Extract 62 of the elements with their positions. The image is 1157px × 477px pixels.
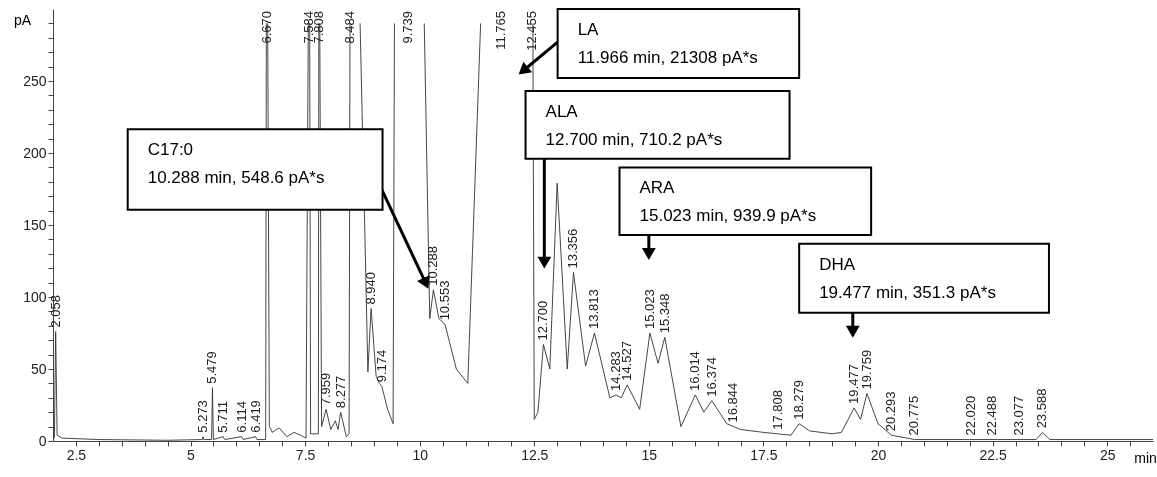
annotation: 13.813	[586, 289, 602, 329]
annotation: 7.584	[300, 11, 316, 44]
annotation: 12.700	[535, 300, 551, 341]
annotation: 6.114	[233, 401, 249, 433]
y-tick-label: 50	[30, 360, 47, 377]
y-tick-label: 250	[23, 72, 47, 89]
annotation: 6.419	[247, 400, 263, 433]
x-tick-label: 5	[187, 446, 196, 463]
annotation: 8.940	[363, 271, 379, 305]
x-tick-label: 22.5	[979, 446, 1007, 463]
annotation: 5.273	[195, 400, 211, 433]
x-tick-label: 12.5	[521, 446, 549, 463]
annotation: 2.058	[47, 295, 63, 328]
annotation: 22.488	[984, 395, 1000, 436]
annotation: ARA 15.023 min, 939.9 pA*s	[639, 178, 817, 226]
annotation: 13.356	[565, 228, 581, 269]
callout-box: LA 11.966 min, 21308 pA*s	[556, 8, 801, 80]
annotation: 17.808	[769, 390, 785, 430]
annotation: ALA 12.700 min, 710.2 pA*s	[545, 102, 723, 150]
annotation: 22.020	[962, 395, 978, 436]
annotation: 5.711	[215, 401, 231, 433]
annotation: 8.484	[342, 11, 358, 44]
x-axis-title: min	[1134, 449, 1157, 466]
annotation: 11.765	[492, 11, 508, 50]
callout-box: ARA 15.023 min, 939.9 pA*s	[618, 166, 873, 237]
annotation: 16.014	[687, 351, 703, 391]
annotation: 9.174	[373, 349, 389, 383]
annotation: 8.277	[332, 375, 348, 409]
y-tick-label: 100	[23, 288, 47, 305]
annotation: 23.588	[1034, 388, 1050, 429]
annotation: 18.279	[791, 379, 807, 420]
annotation: LA 11.966 min, 21308 pA*s	[577, 20, 758, 67]
annotation: 23.077	[1011, 395, 1027, 436]
x-tick-label: 7.5	[295, 446, 316, 463]
x-tick-label: 20	[870, 446, 887, 463]
annotation: 15.023	[641, 289, 657, 329]
annotation: 12.455	[524, 11, 540, 51]
annotation: C17:0 10.288 min, 548.6 pA*s	[147, 140, 325, 188]
y-axis-title: pA	[13, 11, 32, 28]
annotation: 5.479	[204, 351, 220, 384]
y-tick-label: 200	[23, 144, 47, 161]
annotation: 20.775	[905, 395, 921, 436]
annotation: 6.670	[259, 11, 275, 44]
x-tick-label: 25	[1099, 446, 1116, 463]
callout-box: ALA 12.700 min, 710.2 pA*s	[524, 90, 791, 160]
x-tick-label: 15	[641, 446, 658, 463]
callout-box: C17:0 10.288 min, 548.6 pA*s	[126, 128, 384, 211]
annotation: 16.374	[703, 356, 719, 397]
annotation: 10.288	[424, 246, 440, 286]
y-tick-label: 0	[38, 432, 47, 449]
x-tick-label: 10	[412, 446, 429, 463]
annotation: 15.348	[656, 293, 672, 334]
annotation: DHA 19.477 min, 351.3 pA*s	[819, 254, 996, 302]
annotation: 20.293	[883, 391, 899, 432]
annotation: 10.553	[437, 280, 453, 321]
x-tick-label: 2.5	[66, 446, 87, 463]
x-tick-label: 17.5	[750, 446, 778, 463]
y-tick-label: 150	[23, 216, 47, 233]
callout-box: DHA 19.477 min, 351.3 pA*s	[798, 242, 1050, 314]
annotation: 16.844	[725, 382, 741, 423]
annotation: 7.959	[318, 372, 334, 406]
annotation: 9.739	[399, 11, 415, 44]
